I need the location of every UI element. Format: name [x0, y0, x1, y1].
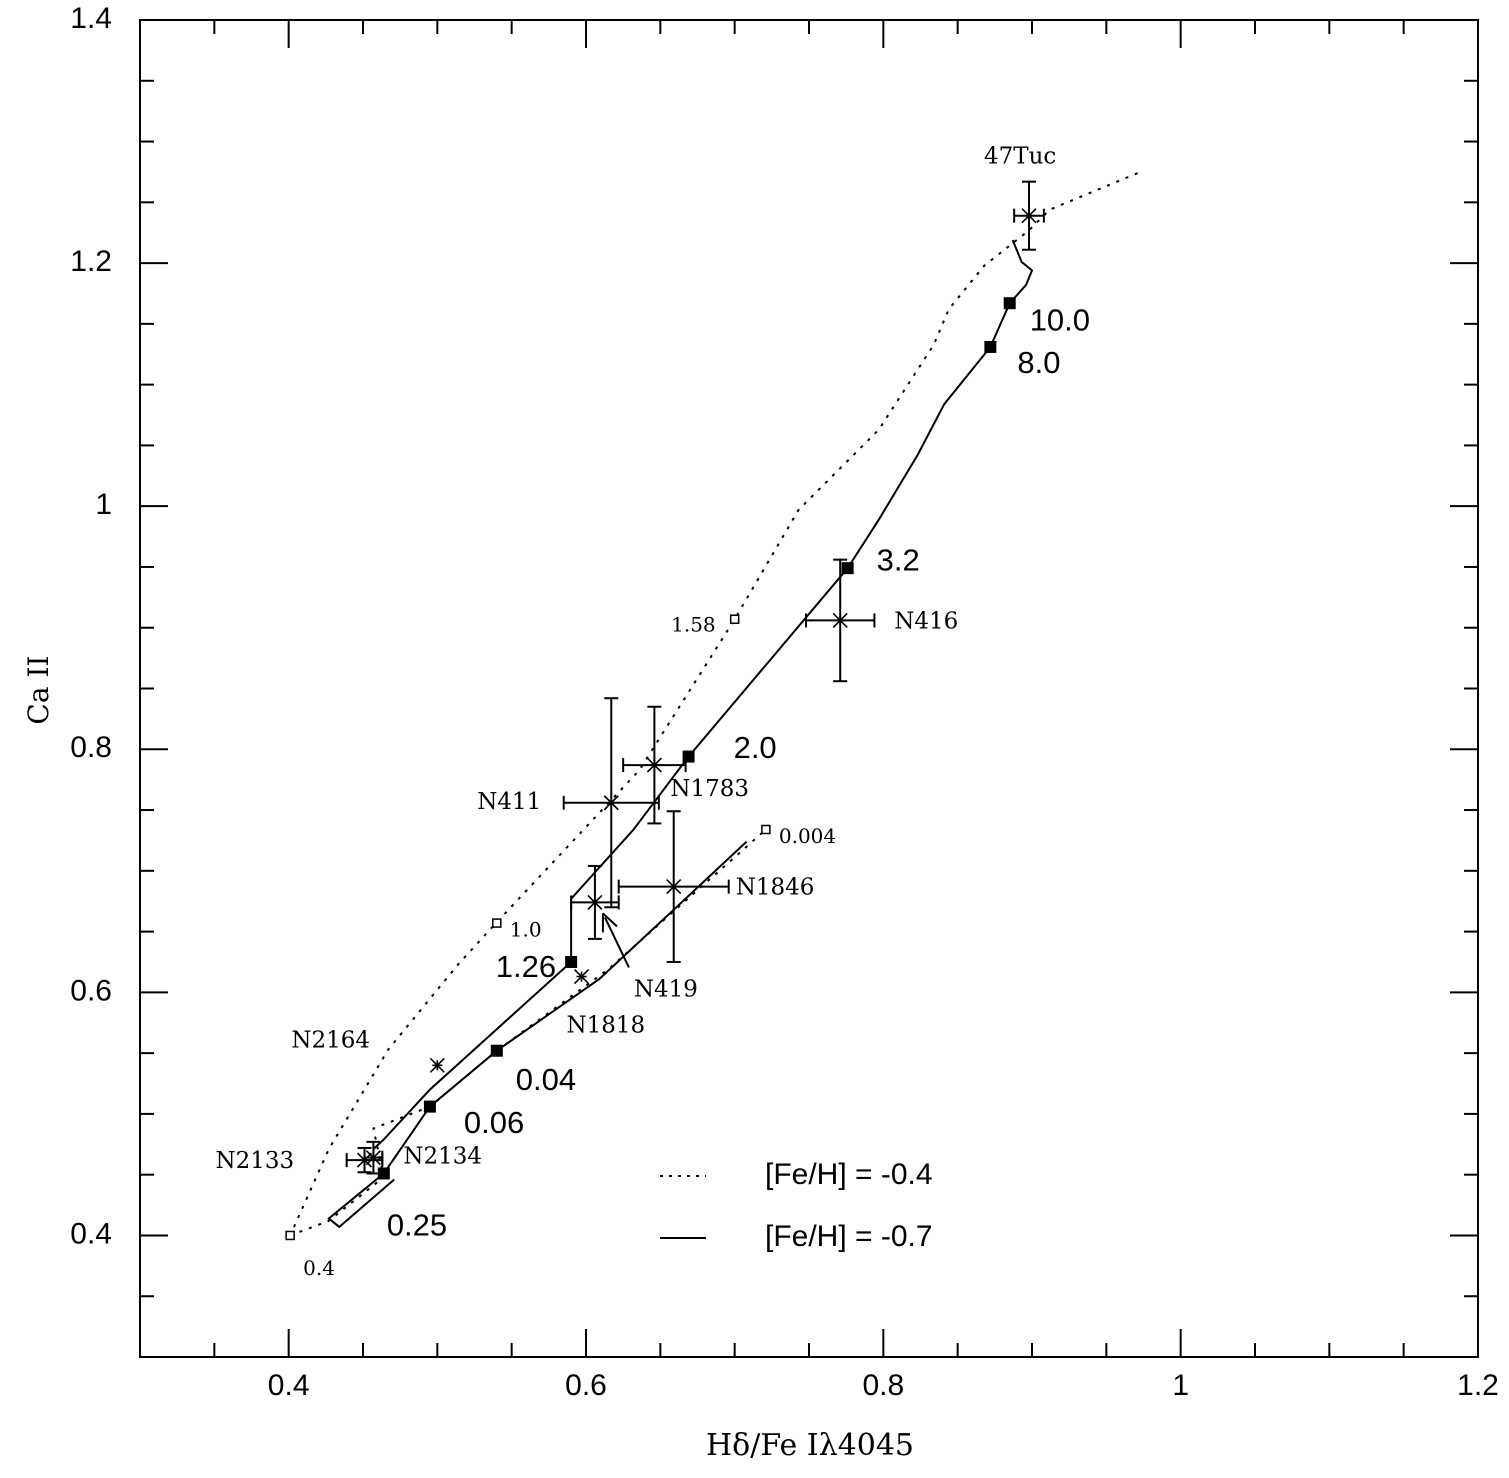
tick-labels: 0.4 0.6 0.8 1 1.2 0.4 0.6 0.8 1 1.2 1.4 [70, 2, 1499, 1402]
cluster-n419: N419 [570, 864, 698, 1002]
x-tick-label: 1 [1172, 1369, 1189, 1402]
cluster-label: N419 [634, 976, 698, 1002]
clusters: 47Tuc N416 N1783 N411 N1846 N419 N1818 N2164 N21… [215, 144, 1056, 1175]
model-line-solid [327, 840, 748, 1229]
age-label: 1.0 [510, 918, 542, 942]
age-marker-open [761, 824, 771, 835]
cluster-n1846: N1846 [617, 810, 815, 963]
age-marker-filled [1003, 297, 1016, 310]
age-label: 0.06 [464, 1105, 524, 1140]
legend: [Fe/H] = -0.4 [Fe/H] = -0.7 [660, 1158, 933, 1253]
age-marker-filled [841, 562, 854, 575]
cluster-marker [365, 1150, 381, 1166]
cluster-label: N416 [894, 608, 958, 634]
arrow-line [604, 916, 630, 968]
age-marker-filled [423, 1100, 436, 1113]
y-tick-label: 1 [95, 488, 112, 521]
legend-label-dotted: [Fe/H] = -0.4 [765, 1158, 933, 1191]
cluster-marker [1021, 208, 1037, 224]
age-label: 3.2 [877, 542, 920, 577]
model-tracks: 1.58 1.0 0.4 0.004 10.0 8.0 3.2 2.0 1.26 0.04 0.06… [285, 172, 1138, 1280]
age-label: 2.0 [734, 730, 777, 765]
y-tick-label: 1.2 [70, 245, 112, 278]
cluster-47tuc: 47Tuc [984, 144, 1056, 251]
cluster-n2134: N2134 [363, 1140, 482, 1175]
y-axis-label: Ca II [22, 655, 55, 724]
arrow-head-icon [601, 912, 618, 933]
cluster-marker [832, 612, 848, 629]
cluster-n2164: N2164 [291, 1027, 445, 1073]
cluster-label: N2164 [291, 1027, 370, 1053]
model-line-dotted [289, 828, 767, 1237]
cluster-marker [429, 1057, 445, 1073]
axis-ticks [139, 19, 1479, 1358]
x-tick-label: 1.2 [1457, 1369, 1499, 1402]
model-line-dotted [289, 172, 1138, 1236]
x-tick-label: 0.8 [862, 1369, 904, 1402]
x-tick-label: 0.4 [268, 1369, 310, 1402]
age-label: 0.4 [303, 1256, 335, 1280]
cluster-marker [587, 894, 603, 910]
age-label: 0.004 [779, 824, 836, 848]
plot-frame [139, 19, 1479, 1358]
cluster-label: N411 [477, 789, 541, 815]
cluster-n2133: N2133 [215, 1146, 384, 1174]
age-label: 1.58 [671, 613, 716, 637]
age-marker-filled [565, 955, 578, 968]
age-label: 1.26 [496, 949, 556, 984]
age-label: 10.0 [1030, 302, 1090, 337]
cluster-n411: N411 [477, 697, 660, 909]
y-tick-label: 0.6 [70, 974, 112, 1007]
y-tick-label: 0.4 [70, 1217, 112, 1250]
x-tick-label: 0.6 [565, 1369, 607, 1402]
x-axis-label: Hδ/Fe Iλ4045 [706, 1428, 914, 1463]
cluster-marker [646, 757, 662, 773]
cluster-label: N2133 [215, 1148, 294, 1174]
cluster-label: N1818 [567, 1013, 646, 1039]
cluster-n1818: N1818 [567, 968, 646, 1039]
age-label: 0.04 [516, 1062, 576, 1097]
age-label: 8.0 [1017, 345, 1060, 380]
y-tick-label: 1.4 [70, 2, 112, 35]
legend-label-solid: [Fe/H] = -0.7 [765, 1220, 933, 1253]
cluster-n416: N416 [805, 558, 958, 683]
age-marker-open [492, 918, 502, 928]
age-marker-open [285, 1230, 295, 1241]
cluster-label: N1783 [670, 776, 749, 802]
age-marker-open [729, 614, 740, 624]
cluster-marker [666, 879, 682, 895]
age-label: 0.25 [387, 1208, 447, 1243]
y-tick-label: 0.8 [70, 731, 112, 764]
age-marker-filled [377, 1167, 390, 1180]
cluster-label: N2134 [403, 1144, 482, 1170]
cluster-marker [603, 795, 619, 811]
age-marker-filled [984, 340, 997, 353]
age-marker-filled [490, 1044, 503, 1057]
model-line-solid [372, 239, 1034, 1150]
cluster-n1783: N1783 [622, 705, 749, 825]
cluster-label: N1846 [736, 875, 815, 901]
cluster-label: 47Tuc [984, 144, 1056, 170]
cluster-marker [573, 968, 590, 985]
age-marker-filled [682, 750, 695, 763]
